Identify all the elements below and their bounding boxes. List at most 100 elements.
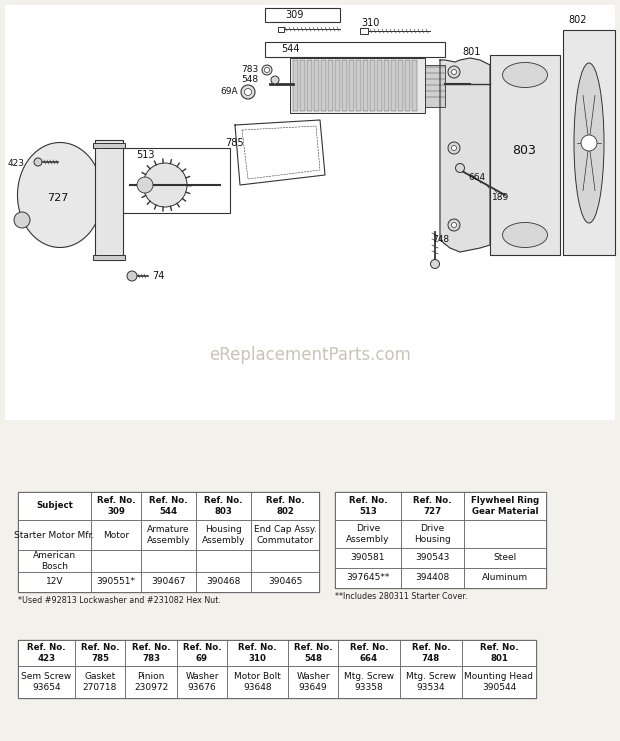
Text: Washer
93649: Washer 93649 bbox=[296, 673, 330, 691]
Bar bbox=[401, 548, 464, 568]
Text: Drive
Housing: Drive Housing bbox=[414, 525, 451, 544]
Bar bbox=[91, 550, 141, 572]
Text: Motor: Motor bbox=[103, 531, 129, 539]
Bar bbox=[18, 492, 91, 520]
Bar bbox=[377, 60, 382, 111]
Bar bbox=[401, 520, 464, 548]
Bar bbox=[278, 27, 284, 32]
Bar bbox=[464, 548, 546, 568]
Text: Flywheel Ring
Gear Material: Flywheel Ring Gear Material bbox=[471, 496, 539, 516]
Text: Mounting Head
390544: Mounting Head 390544 bbox=[464, 673, 533, 691]
Bar bbox=[464, 520, 546, 548]
Circle shape bbox=[448, 142, 460, 154]
Bar bbox=[75, 666, 125, 698]
Bar bbox=[288, 666, 338, 698]
Text: Ref. No.
69: Ref. No. 69 bbox=[183, 643, 221, 662]
Bar bbox=[370, 60, 375, 111]
Bar bbox=[93, 143, 125, 148]
Bar bbox=[356, 60, 361, 111]
Bar bbox=[196, 572, 251, 592]
Text: 390581: 390581 bbox=[351, 554, 385, 562]
Text: Ref. No.
513: Ref. No. 513 bbox=[348, 496, 388, 516]
Bar bbox=[177, 666, 227, 698]
Circle shape bbox=[430, 259, 440, 268]
Bar bbox=[401, 568, 464, 588]
Bar bbox=[196, 492, 251, 520]
Text: Ref. No.
785: Ref. No. 785 bbox=[81, 643, 119, 662]
Text: Ref. No.
803: Ref. No. 803 bbox=[204, 496, 243, 516]
Bar bbox=[95, 140, 123, 260]
Text: 390465: 390465 bbox=[268, 577, 302, 586]
Circle shape bbox=[262, 65, 272, 75]
Bar bbox=[75, 640, 125, 666]
Circle shape bbox=[271, 76, 279, 84]
Bar bbox=[91, 492, 141, 520]
Text: 513: 513 bbox=[136, 150, 154, 160]
Text: Steel: Steel bbox=[494, 554, 516, 562]
Bar bbox=[360, 28, 368, 34]
Circle shape bbox=[241, 85, 255, 99]
Text: Ref. No.
748: Ref. No. 748 bbox=[412, 643, 450, 662]
Text: Ref. No.
664: Ref. No. 664 bbox=[350, 643, 388, 662]
Bar bbox=[18, 640, 75, 666]
Text: 548: 548 bbox=[241, 76, 258, 84]
Bar bbox=[196, 520, 251, 550]
Text: **Includes 280311 Starter Cover.: **Includes 280311 Starter Cover. bbox=[335, 592, 467, 601]
Text: 309: 309 bbox=[286, 10, 304, 20]
Bar bbox=[335, 60, 340, 111]
Bar bbox=[265, 42, 445, 57]
Bar bbox=[18, 572, 91, 592]
Bar bbox=[335, 492, 401, 520]
Circle shape bbox=[456, 164, 464, 173]
Bar bbox=[462, 640, 536, 666]
Bar bbox=[307, 60, 312, 111]
Ellipse shape bbox=[502, 62, 547, 87]
Bar bbox=[338, 666, 400, 698]
Text: 310: 310 bbox=[361, 18, 379, 28]
Text: Armature
Assembly: Armature Assembly bbox=[147, 525, 190, 545]
Bar bbox=[425, 65, 445, 107]
Bar bbox=[342, 60, 347, 111]
Text: 69A: 69A bbox=[220, 87, 238, 96]
Circle shape bbox=[244, 88, 252, 96]
Bar bbox=[91, 572, 141, 592]
Bar bbox=[563, 30, 615, 255]
Text: 12V: 12V bbox=[46, 577, 63, 586]
Bar bbox=[141, 492, 196, 520]
Text: Gasket
270718: Gasket 270718 bbox=[83, 673, 117, 691]
Bar bbox=[196, 550, 251, 572]
Text: Drive
Assembly: Drive Assembly bbox=[346, 525, 390, 544]
Bar bbox=[401, 492, 464, 520]
Bar bbox=[328, 60, 333, 111]
Circle shape bbox=[14, 212, 30, 228]
Text: Pinion
230972: Pinion 230972 bbox=[134, 673, 168, 691]
Bar bbox=[335, 492, 546, 588]
Circle shape bbox=[137, 177, 153, 193]
Bar bbox=[293, 60, 298, 111]
Text: Starter Motor Mfr.: Starter Motor Mfr. bbox=[14, 531, 95, 539]
Bar bbox=[335, 520, 401, 548]
Text: 803: 803 bbox=[512, 144, 536, 156]
Text: 801: 801 bbox=[463, 47, 481, 57]
Circle shape bbox=[451, 145, 456, 150]
Text: Ref. No.
802: Ref. No. 802 bbox=[266, 496, 304, 516]
Text: End Cap Assy.
Commutator: End Cap Assy. Commutator bbox=[254, 525, 316, 545]
Bar bbox=[265, 8, 340, 22]
Bar bbox=[141, 572, 196, 592]
Bar bbox=[462, 666, 536, 698]
Bar bbox=[251, 492, 319, 520]
Bar bbox=[400, 640, 462, 666]
Text: 423: 423 bbox=[8, 159, 25, 167]
Text: Motor Bolt
93648: Motor Bolt 93648 bbox=[234, 673, 281, 691]
Bar bbox=[321, 60, 326, 111]
Bar bbox=[18, 492, 319, 592]
Bar bbox=[93, 255, 125, 260]
Bar bbox=[338, 640, 400, 666]
Bar bbox=[335, 548, 401, 568]
Bar bbox=[120, 148, 230, 213]
Circle shape bbox=[581, 135, 597, 151]
Text: 390551*: 390551* bbox=[97, 577, 136, 586]
Bar bbox=[464, 568, 546, 588]
Text: Mtg. Screw
93534: Mtg. Screw 93534 bbox=[406, 673, 456, 691]
Text: 664: 664 bbox=[468, 173, 485, 182]
